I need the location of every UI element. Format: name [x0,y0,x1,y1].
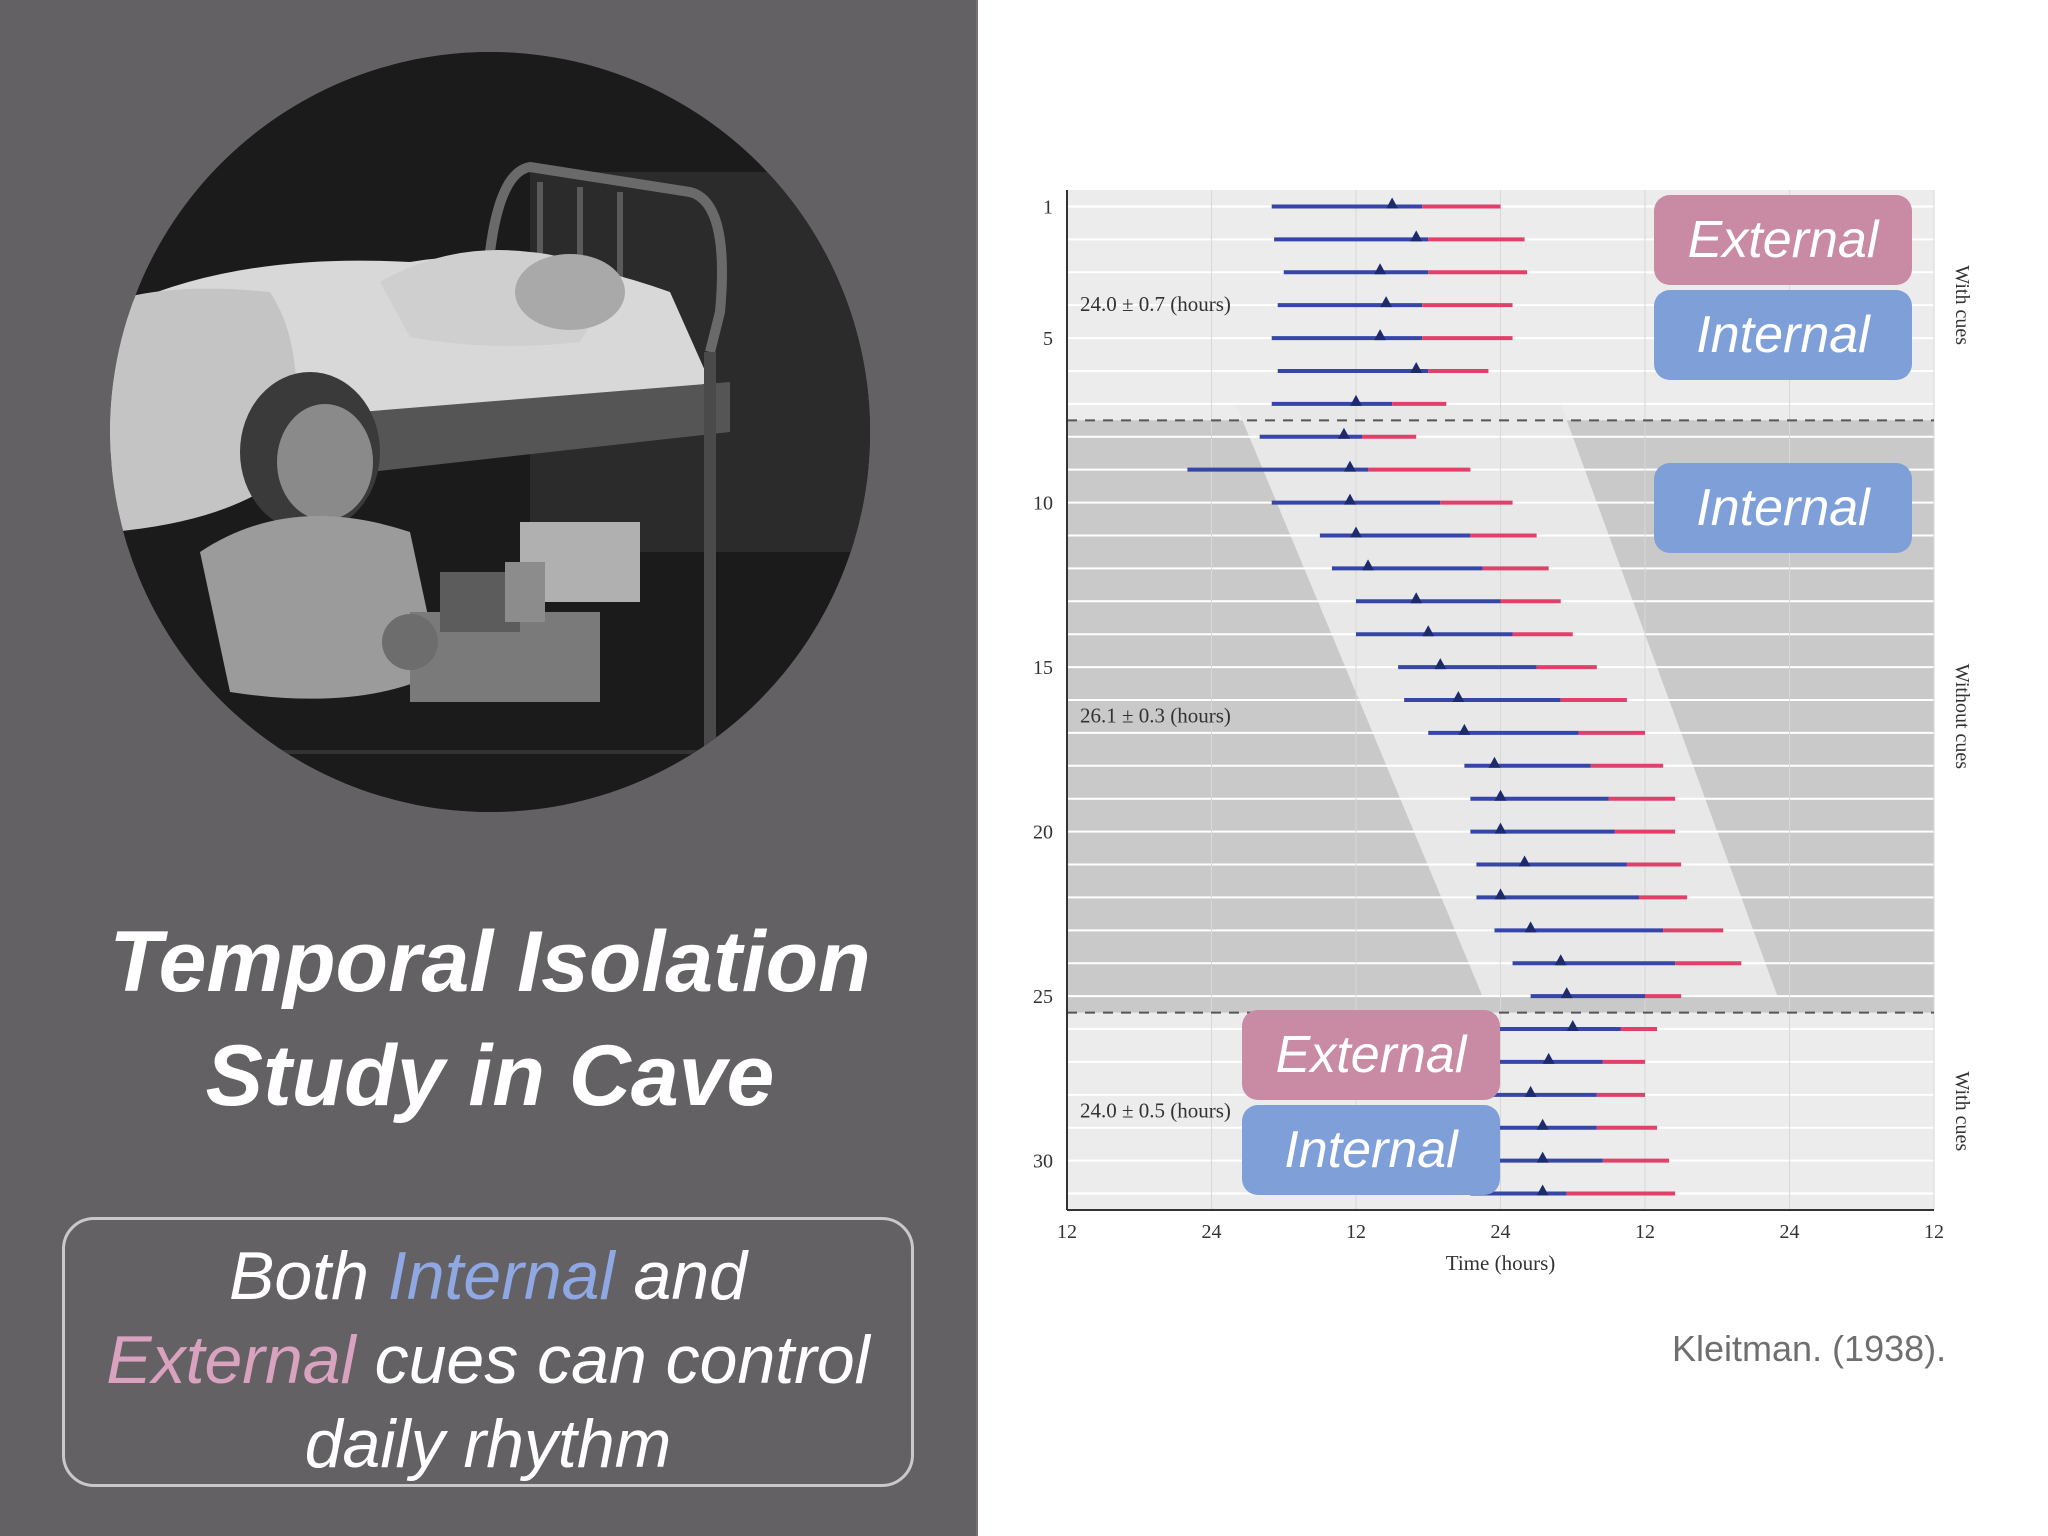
marker-day-12 [1362,559,1375,571]
citation: Kleitman. (1938). [1672,1328,1947,1369]
internal-cue-label-middle: Internal [1654,463,1912,553]
segment-label: Without cues [1951,664,1973,770]
chart-bars [1187,197,1742,1196]
marker-day-2 [1410,230,1423,242]
caption-line-1: Both Internal and [65,1234,911,1318]
caption-word-both: Both [229,1238,369,1314]
marker-day-11 [1350,526,1362,538]
y-tick-label: 25 [1033,986,1053,1008]
caption-box: Both Internal and External cues can cont… [62,1217,914,1487]
marker-day-7 [1350,394,1362,406]
y-tick-label: 30 [1033,1151,1053,1173]
marker-day-21 [1518,855,1531,867]
period-annotation: 26.1 ± 0.3 (hours) [1080,703,1231,727]
x-tick-label: 12 [1346,1221,1366,1243]
x-tick-label: 12 [1057,1221,1077,1243]
marker-day-9 [1343,460,1356,472]
x-axis-label: Time (hours) [1446,1251,1555,1275]
x-tick-label: 24 [1491,1221,1511,1243]
marker-day-4 [1380,296,1393,308]
marker-day-31 [1536,1184,1549,1196]
external-cue-label-bottom: External [1242,1010,1500,1100]
y-tick-label: 1 [1043,196,1053,218]
marker-day-17 [1458,723,1471,735]
period-annotation: 24.0 ± 0.7 (hours) [1080,292,1231,316]
marker-day-15 [1434,658,1447,670]
marker-day-1 [1386,197,1399,209]
marker-day-30 [1536,1151,1549,1163]
actogram-chart: 122412241224122415101520253024.0 ± 0.7 (… [1030,178,2020,1308]
x-tick-label: 24 [1780,1221,1800,1243]
x-tick-label: 24 [1202,1221,1222,1243]
marker-day-8 [1337,427,1350,439]
marker-day-16 [1452,691,1465,702]
external-cue-label-top: External [1654,195,1912,285]
caption-word-and: and [633,1238,747,1314]
marker-day-6 [1410,361,1423,373]
y-tick-label: 5 [1043,328,1053,350]
x-tick-label: 12 [1635,1221,1655,1243]
photo-illustration [110,52,870,812]
marker-day-23 [1524,921,1537,933]
left-panel: Temporal Isolation Study in Cave Both In… [0,0,978,1536]
x-tick-label: 12 [1924,1221,1944,1243]
y-tick-label: 10 [1033,493,1053,515]
marker-day-5 [1374,329,1387,341]
chart-axes: 122412241224122415101520253024.0 ± 0.7 (… [1033,190,1973,1243]
caption-line-3: daily rhythm [304,1406,672,1482]
y-tick-label: 20 [1033,822,1053,844]
segment-label: With cues [1951,265,1973,345]
y-tick-label: 15 [1033,657,1053,679]
caption-internal: Internal [387,1238,615,1314]
segment-label: With cues [1951,1071,1973,1151]
marker-day-20 [1494,822,1507,834]
marker-day-26 [1566,1020,1579,1032]
caption-line-2: External cues can control [65,1318,911,1402]
marker-day-14 [1422,625,1435,637]
slide-title: Temporal Isolation Study in Cave [40,905,940,1133]
marker-day-25 [1560,987,1573,999]
marker-day-29 [1536,1118,1549,1130]
marker-day-27 [1542,1052,1555,1064]
marker-day-24 [1554,954,1567,966]
cave-study-photo [110,52,870,812]
marker-day-10 [1343,493,1356,505]
marker-day-28 [1524,1085,1537,1097]
caption-cues-text: cues can control [374,1322,870,1398]
marker-day-19 [1494,789,1507,801]
internal-cue-label-bottom: Internal [1242,1105,1500,1195]
marker-day-22 [1494,888,1507,900]
title-line-2: Study in Cave [205,1028,775,1124]
marker-day-13 [1410,592,1423,604]
marker-day-3 [1374,263,1387,275]
period-annotation: 24.0 ± 0.5 (hours) [1080,1098,1231,1122]
marker-day-18 [1488,756,1501,768]
internal-cue-label-top: Internal [1654,290,1912,380]
title-line-1: Temporal Isolation [109,914,871,1010]
caption-external: External [106,1322,356,1398]
